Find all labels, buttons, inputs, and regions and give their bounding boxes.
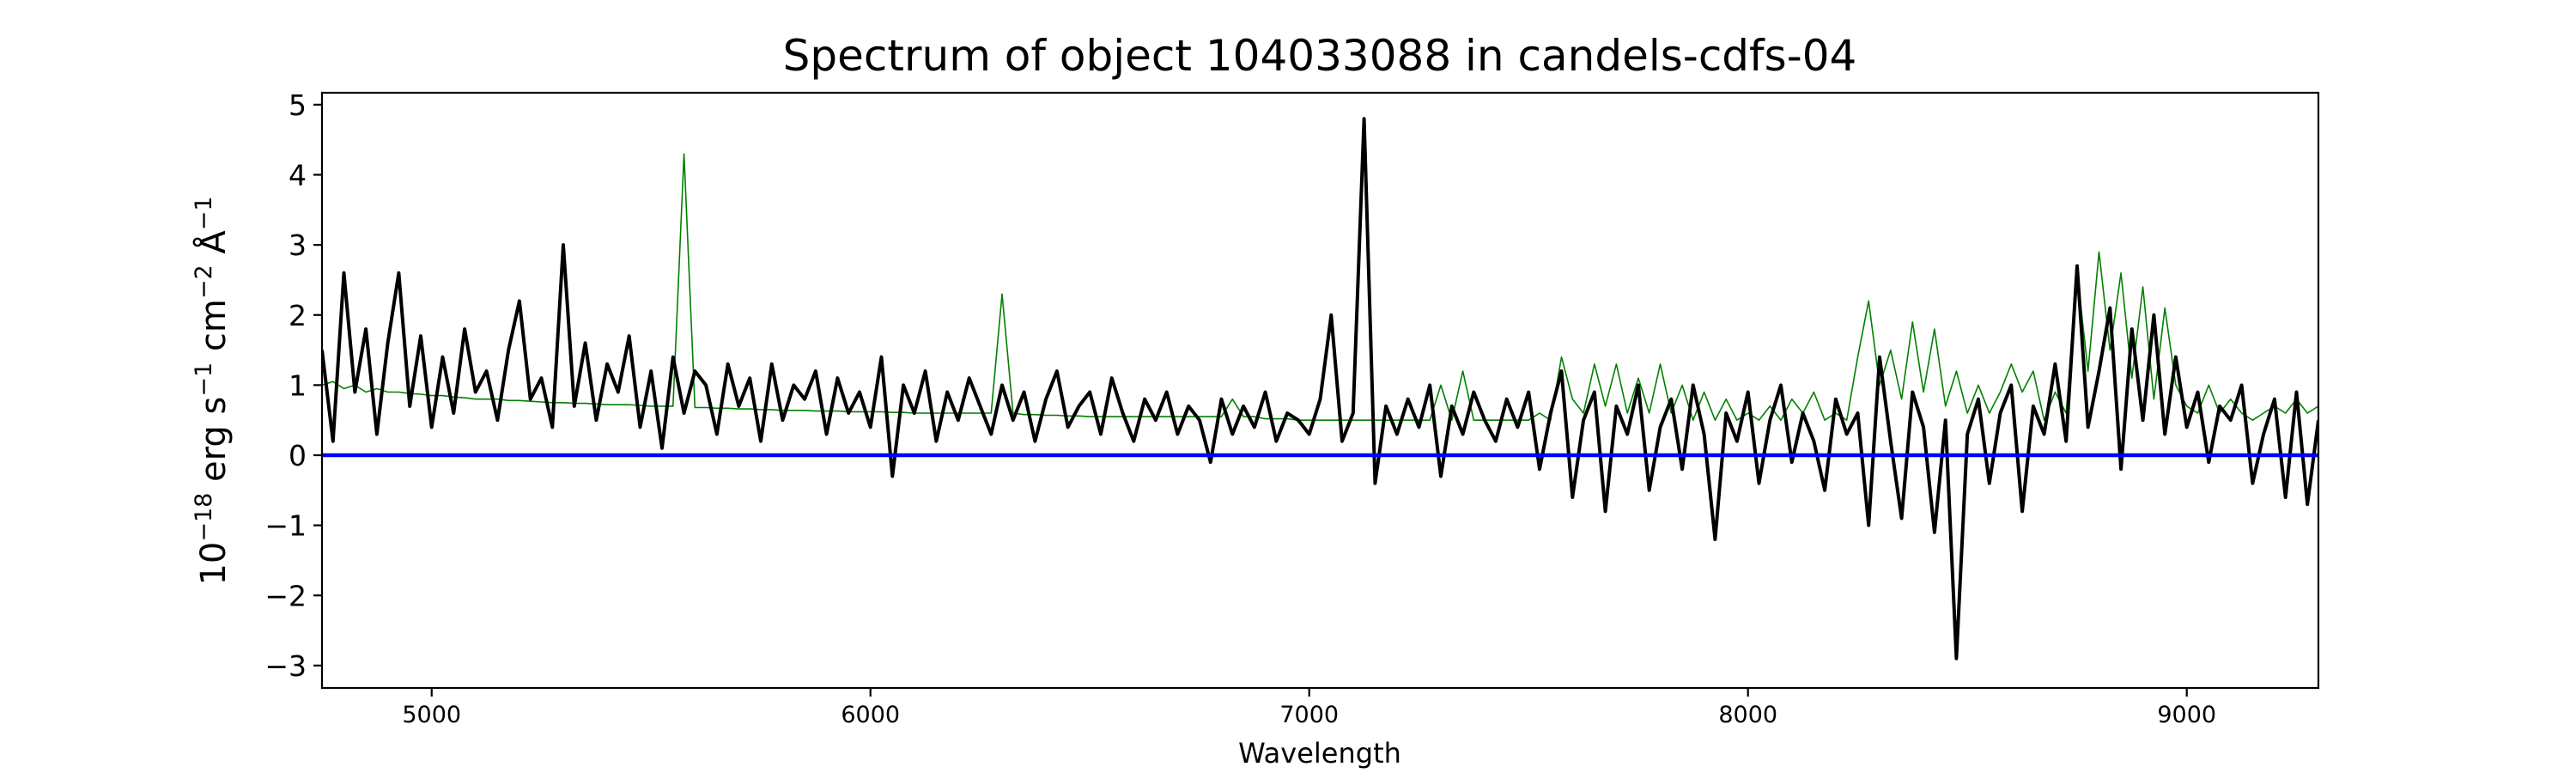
y-tick-label: 3 xyxy=(289,228,307,262)
y-tick-label: 0 xyxy=(289,439,307,472)
y-axis-label: 10−18 erg s−1 cm−2 Å−1 xyxy=(191,196,234,585)
series-layer xyxy=(322,117,2318,660)
ylabel-text: cm xyxy=(194,299,234,362)
x-tick-label: 5000 xyxy=(402,702,461,728)
y-tick-label: −2 xyxy=(264,579,307,612)
y-tick-label: 1 xyxy=(289,368,307,402)
y-tick-label: 5 xyxy=(289,88,307,122)
x-tick-label: 6000 xyxy=(841,702,900,728)
y-tick-label: 2 xyxy=(289,299,307,332)
x-axis-label: Wavelength xyxy=(1238,737,1401,770)
plot-frame xyxy=(320,91,2320,690)
ylabel-text: erg s xyxy=(194,397,234,493)
ylabel-exp: −2 xyxy=(191,265,217,299)
chart-title: Spectrum of object 104033088 in candels-… xyxy=(783,31,1857,81)
x-tick-label: 9000 xyxy=(2157,702,2216,728)
ylabel-exp: −1 xyxy=(191,362,217,397)
ylabel-exp: −1 xyxy=(191,196,217,230)
y-axis: −3 −2 −1 0 1 2 3 4 5 xyxy=(264,88,322,683)
x-tick-label: 7000 xyxy=(1279,702,1339,728)
x-axis: 5000 6000 7000 8000 9000 xyxy=(402,688,2216,728)
y-tick-label: −3 xyxy=(264,649,307,683)
y-tick-label: −1 xyxy=(264,509,307,543)
ylabel-base: 10 xyxy=(194,542,234,586)
ylabel-text: Å xyxy=(192,230,234,265)
x-tick-label: 8000 xyxy=(1718,702,1777,728)
ylabel-exp: −18 xyxy=(191,493,217,542)
y-tick-label: 4 xyxy=(289,159,307,192)
